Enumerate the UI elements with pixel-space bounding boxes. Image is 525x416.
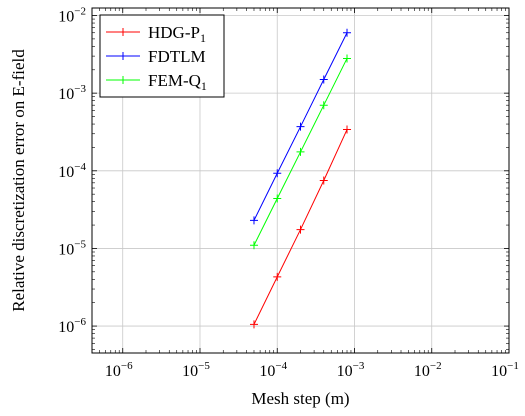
data-point bbox=[296, 225, 305, 234]
x-tick-base: 10 bbox=[414, 363, 430, 380]
x-tick-label: 10−3 bbox=[337, 360, 365, 380]
y-tick-label: 10−5 bbox=[58, 238, 86, 258]
y-axis-label: Relative discretization error on E-field bbox=[9, 49, 28, 312]
x-tick-base: 10 bbox=[337, 363, 353, 380]
data-point bbox=[319, 75, 328, 84]
ticklabel-layer: 10−6 10−5 10−4 10−3 10−2 10−110−610−510−410−3… bbox=[58, 6, 519, 380]
x-tick-exponent: −4 bbox=[275, 360, 287, 372]
y-tick-exponent: −4 bbox=[74, 161, 86, 173]
x-tick-exponent: −1 bbox=[507, 360, 519, 372]
data-point bbox=[249, 241, 258, 250]
y-tick-label: 10−6 bbox=[58, 316, 86, 336]
legend-series-subscript: 1 bbox=[200, 31, 206, 45]
data-point bbox=[343, 125, 352, 134]
y-tick-label: 10−3 bbox=[58, 83, 86, 103]
x-tick-label: 10−2 bbox=[414, 360, 442, 380]
y-tick-exponent: −5 bbox=[74, 238, 86, 250]
legend-marker bbox=[119, 52, 127, 60]
x-tick-label: 10−1 bbox=[491, 360, 519, 380]
data-point bbox=[343, 54, 352, 63]
y-tick-label: 10−4 bbox=[58, 161, 86, 181]
plot-frame bbox=[91, 7, 510, 354]
data-point bbox=[249, 216, 258, 225]
data-point bbox=[273, 169, 282, 178]
data-point bbox=[319, 176, 328, 185]
y-tick-base: 10 bbox=[58, 86, 74, 103]
data-point bbox=[296, 147, 305, 156]
x-axis-label: Mesh step (m) bbox=[251, 389, 349, 408]
y-tick-base: 10 bbox=[58, 164, 74, 181]
data-point bbox=[273, 194, 282, 203]
x-tick-label: 10−4 bbox=[259, 360, 287, 380]
legend-series-subscript: 1 bbox=[201, 79, 207, 93]
legend-marker bbox=[119, 76, 127, 84]
x-tick-label: 10−5 bbox=[182, 360, 210, 380]
legend-series-name: HDG-P bbox=[148, 23, 200, 42]
x-tick-label: 10−6 bbox=[105, 360, 133, 380]
x-tick-exponent: −6 bbox=[121, 360, 133, 372]
y-tick-base: 10 bbox=[58, 9, 74, 26]
legend-series-name: FEM-Q bbox=[148, 71, 201, 90]
y-tick-base: 10 bbox=[58, 241, 74, 258]
x-tick-base: 10 bbox=[105, 363, 121, 380]
series-layer bbox=[249, 28, 352, 329]
x-tick-exponent: −3 bbox=[353, 360, 365, 372]
y-tick-label: 10−2 bbox=[58, 6, 86, 26]
x-tick-exponent: −2 bbox=[430, 360, 442, 372]
y-tick-exponent: −3 bbox=[74, 83, 86, 95]
legend-label: FEM-Q1 bbox=[148, 71, 207, 93]
legend-marker bbox=[119, 28, 127, 36]
x-tick-base: 10 bbox=[259, 363, 275, 380]
x-tick-base: 10 bbox=[182, 363, 198, 380]
data-point bbox=[343, 28, 352, 37]
y-tick-base: 10 bbox=[58, 319, 74, 336]
data-point bbox=[249, 320, 258, 329]
data-point bbox=[319, 101, 328, 110]
y-tick-exponent: −6 bbox=[74, 316, 86, 328]
legend-label: FDTLM bbox=[148, 47, 206, 66]
data-point bbox=[296, 122, 305, 131]
data-point bbox=[273, 272, 282, 281]
y-tick-exponent: −2 bbox=[74, 6, 86, 18]
legend-label: HDG-P1 bbox=[148, 23, 206, 45]
x-tick-exponent: −5 bbox=[198, 360, 210, 372]
x-tick-base: 10 bbox=[491, 363, 507, 380]
legend-series-name: FDTLM bbox=[148, 47, 206, 66]
